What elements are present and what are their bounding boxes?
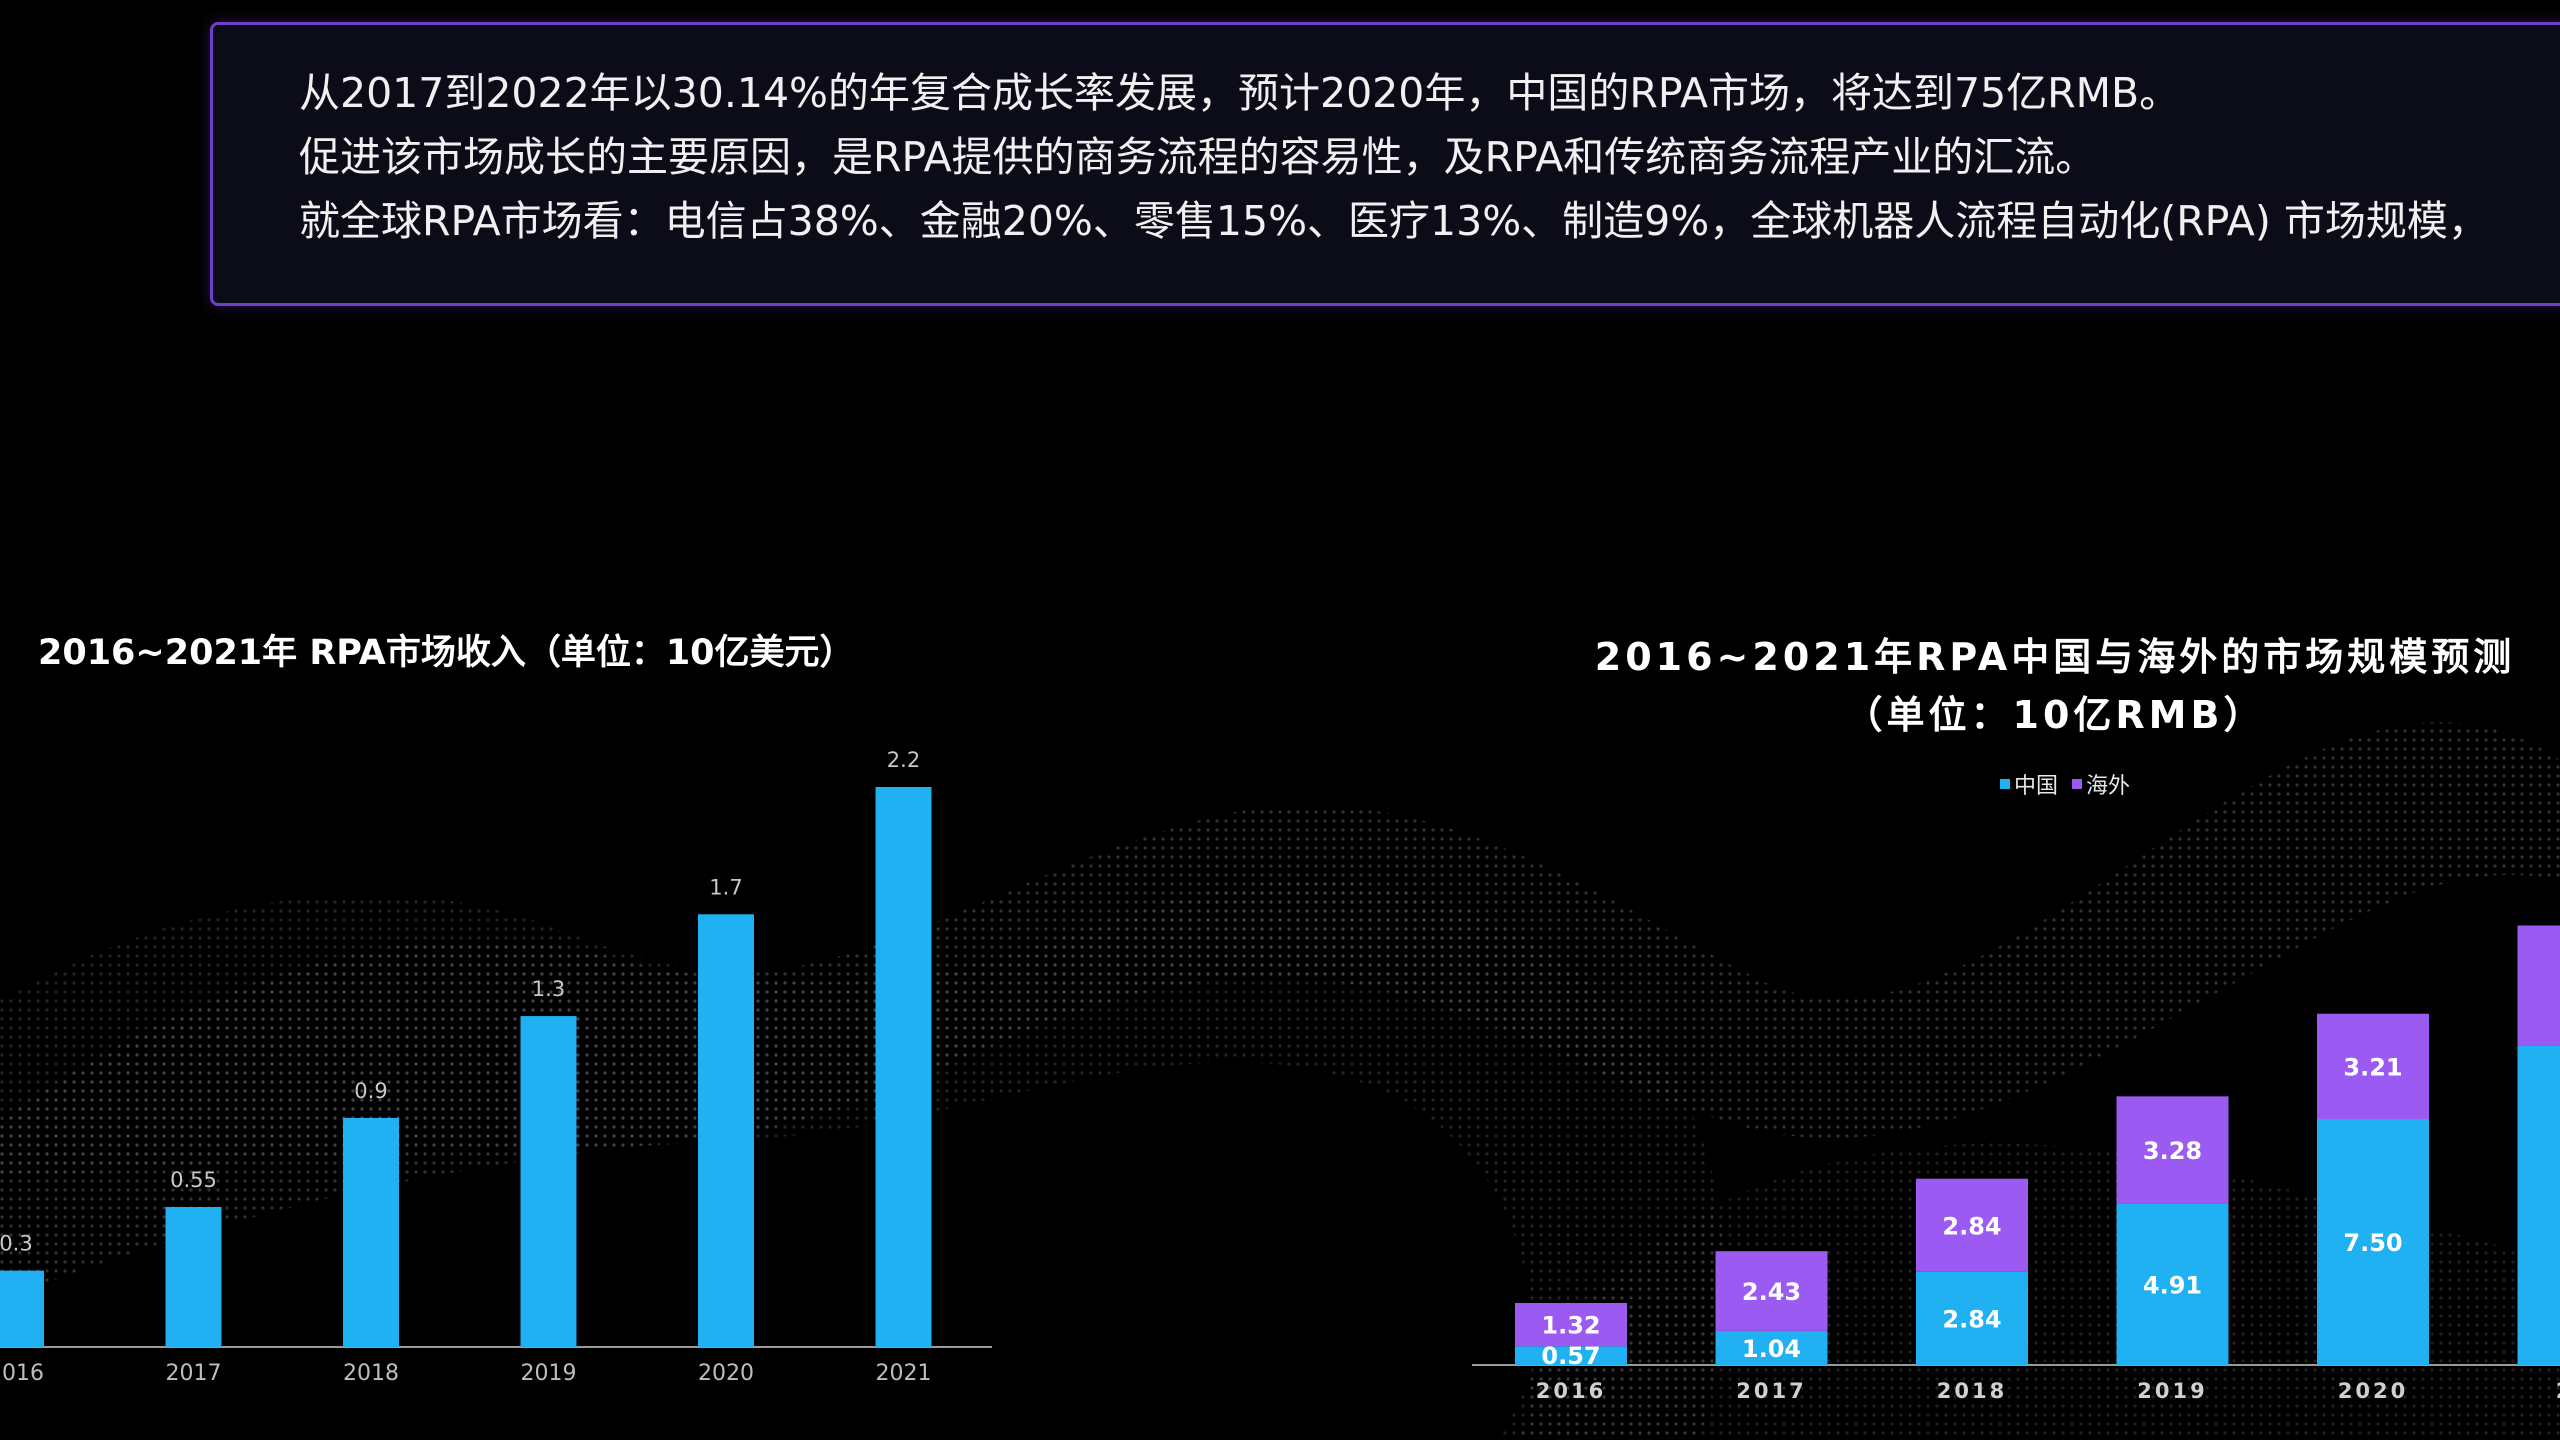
chart1-tick-label-2016: 2016 <box>0 1361 44 1386</box>
chart2-bar-china-2020 <box>2317 1119 2429 1365</box>
chart2-bar-overseas-2016 <box>1515 1303 1627 1347</box>
chart2-tick-label-2019: 2019 <box>2137 1379 2207 1403</box>
chart2-value-label-china-2017: 1.04 <box>1742 1335 1801 1363</box>
chart2-bar-overseas-2020 <box>2317 1013 2429 1119</box>
chart2-tick-label-2017: 2017 <box>1736 1379 1806 1403</box>
chart2-title-line-1: 2016~2021年RPA中国与海外的市场规模预测 <box>1594 635 2516 679</box>
chart1-bar-2020 <box>698 914 754 1347</box>
legend-item-china: 中国 <box>2000 768 2058 800</box>
chart2-value-label-overseas-2019: 3.28 <box>2143 1137 2202 1165</box>
info-line-1: 从2017到2022年以30.14%的年复合成长率发展，预计2020年，中国的R… <box>299 69 2181 117</box>
chart2-bar-overseas-2018 <box>1916 1178 2028 1272</box>
chart2-bar-china-2021 <box>2517 1045 2560 1365</box>
chart1-value-label-2021: 2.2 <box>887 748 920 772</box>
chart2-value-label-china-2019: 4.91 <box>2143 1271 2202 1299</box>
chart2-bar-overseas-2019 <box>2116 1096 2229 1204</box>
chart2-bar-china-2018 <box>1916 1271 2028 1365</box>
legend-label-overseas: 海外 <box>2086 774 2131 799</box>
info-text-block: 从2017到2022年以30.14%的年复合成长率发展，预计2020年，中国的R… <box>299 61 2560 253</box>
chart2-value-label-china-2016: 0.57 <box>1541 1342 1600 1370</box>
chart2-title-line-2: （单位：10亿RMB） <box>1844 693 2266 737</box>
chart1-tick-label-2018: 2018 <box>343 1361 399 1386</box>
chart1-value-label-2019: 1.3 <box>532 977 565 1001</box>
info-line-2: 促进该市场成长的主要原因，是RPA提供的商务流程的容易性，及RPA和传统商务流程… <box>299 133 2097 181</box>
chart1-value-label-2017: 0.55 <box>170 1168 217 1192</box>
chart1-bar-2016 <box>0 1270 44 1347</box>
info-line-3: 就全球RPA市场看：电信占38%、金融20%、零售15%、医疗13%、制造9%，… <box>299 197 2489 245</box>
chart2-tick-label-2021: 20 <box>2556 1379 2560 1403</box>
chart1-value-label-2020: 1.7 <box>709 875 742 899</box>
chart2-value-label-overseas-2017: 2.43 <box>1742 1278 1801 1306</box>
chart2-bar-overseas-2017 <box>1715 1251 1828 1331</box>
chart1-bar-2021 <box>875 787 932 1347</box>
info-box: 从2017到2022年以30.14%的年复合成长率发展，预计2020年，中国的R… <box>210 22 2560 306</box>
chart1-bar-2018 <box>343 1117 399 1347</box>
chart1-tick-label-2019: 2019 <box>521 1361 577 1386</box>
chart2-tick-label-2020: 2020 <box>2338 1379 2408 1403</box>
chart1-tick-label-2021: 2021 <box>876 1361 932 1386</box>
legend-label-china: 中国 <box>2014 774 2059 799</box>
chart1-value-label-2016: 0.3 <box>0 1232 33 1256</box>
chart1-revenue-bar-chart: 0.3 2016 0.55 2017 0.9 2018 1.3 2019 1.7 2020 2.2 2… <box>0 748 992 1386</box>
chart2-bar-china-2016 <box>1515 1346 1627 1365</box>
legend-swatch-china <box>2000 779 2010 789</box>
chart2-value-label-overseas-2016: 1.32 <box>1541 1312 1600 1340</box>
chart2-bar-china-2019 <box>2116 1203 2229 1365</box>
chart2-value-label-china-2018: 2.84 <box>1942 1305 2001 1333</box>
chart2-bar-china-2017 <box>1715 1330 1828 1365</box>
chart2-value-label-overseas-2018: 2.84 <box>1942 1212 2001 1240</box>
legend-item-overseas: 海外 <box>2072 768 2130 800</box>
chart1-bar-2017 <box>165 1207 222 1347</box>
chart2-tick-label-2018: 2018 <box>1937 1379 2007 1403</box>
chart1-tick-label-2017: 2017 <box>166 1361 222 1386</box>
chart1-tick-label-2020: 2020 <box>698 1361 754 1386</box>
legend-swatch-overseas <box>2072 779 2083 789</box>
chart2-value-label-china-2020: 7.50 <box>2343 1229 2402 1257</box>
chart2-title: 2016~2021年RPA中国与海外的市场规模预测 （单位：10亿RMB） <box>1570 628 2540 744</box>
chart1-title: 2016~2021年 RPA市场收入（单位：10亿美元） <box>38 633 855 673</box>
chart2-legend: 中国 海外 <box>2000 768 2130 800</box>
chart2-bar-overseas-2021 <box>2517 925 2560 1046</box>
chart1-bar-2019 <box>520 1016 577 1347</box>
chart2-value-label-overseas-2020: 3.21 <box>2343 1053 2402 1081</box>
chart1-value-label-2018: 0.9 <box>354 1079 387 1103</box>
chart2-tick-label-2016: 2016 <box>1536 1379 1606 1403</box>
